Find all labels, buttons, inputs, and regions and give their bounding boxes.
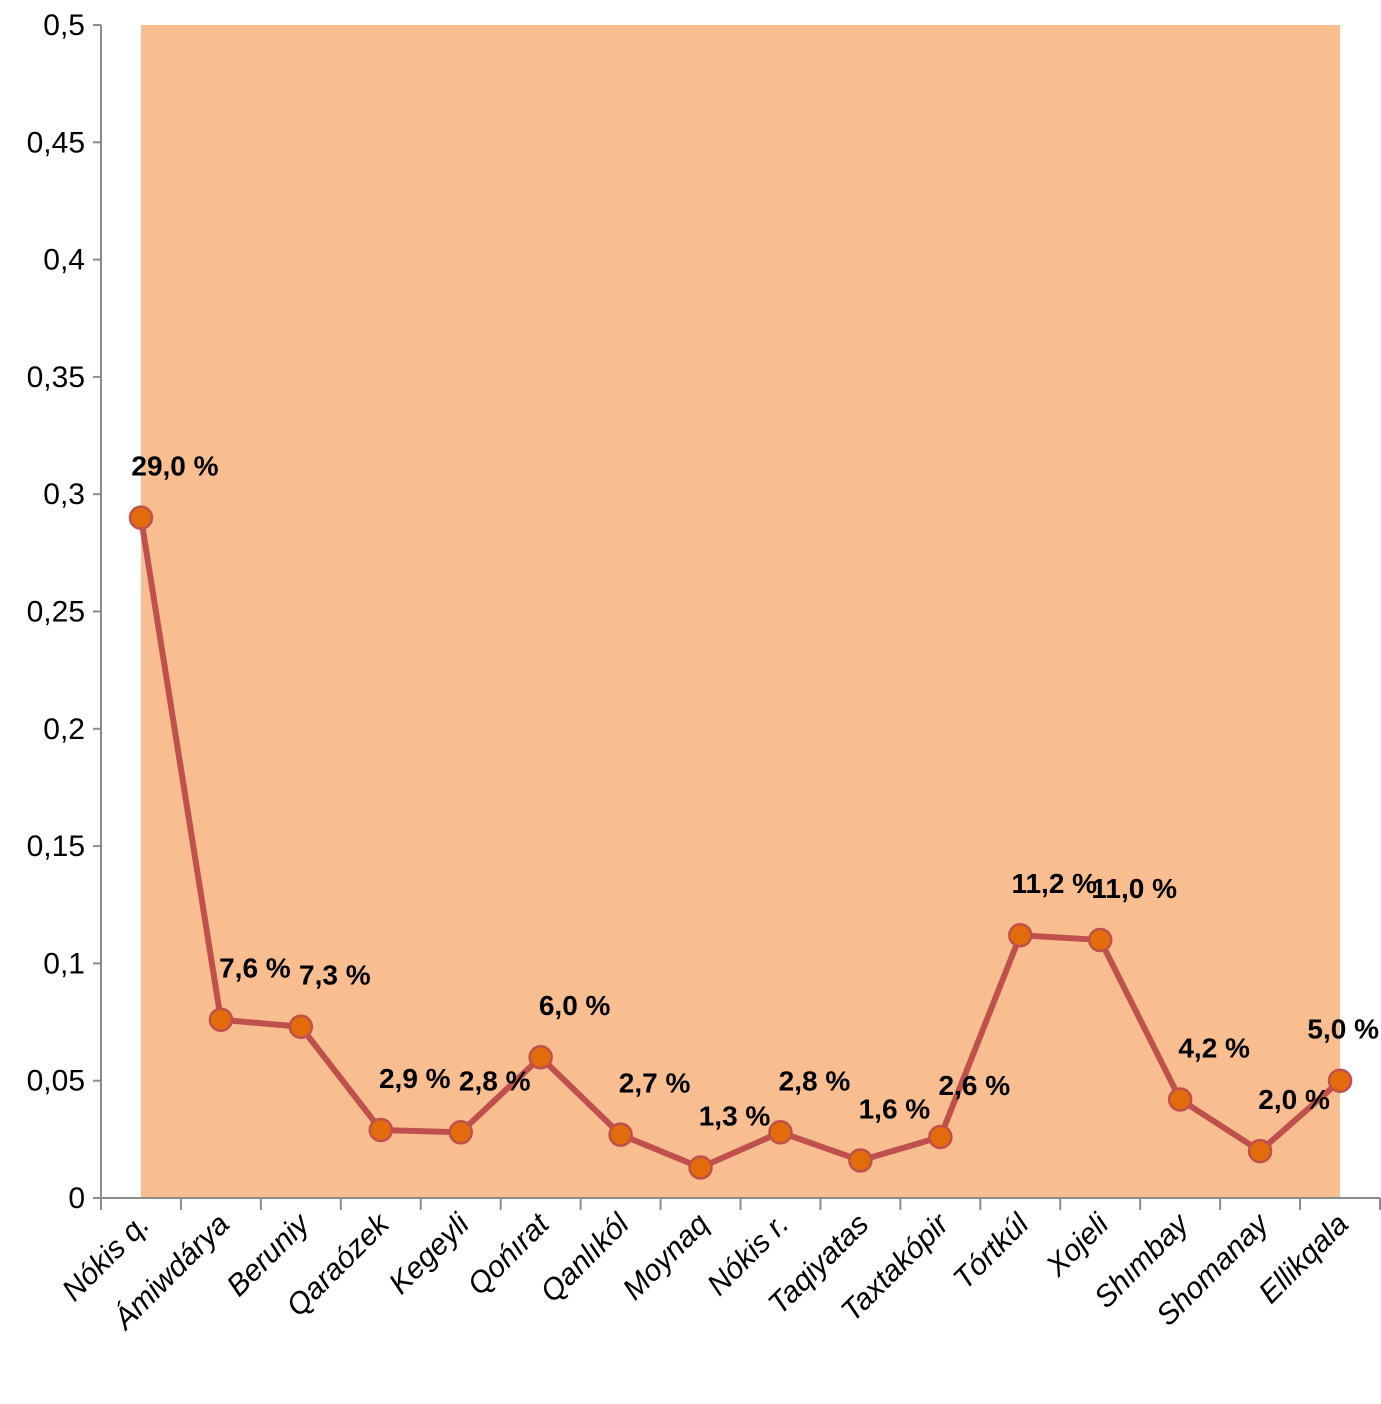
data-label: 7,3 % [299, 960, 371, 991]
y-tick-label: 0,1 [43, 947, 85, 980]
data-point [288, 1014, 314, 1039]
data-label: 1,3 % [699, 1101, 771, 1132]
data-point [928, 1124, 953, 1150]
y-tick-label: 0 [68, 1182, 85, 1215]
y-axis: 0 0,05 0,1 0,15 0,2 0,25 0,3 0,35 0,4 0,45 0,5 [27, 9, 102, 1215]
data-point [528, 1044, 553, 1070]
data-label: 7,6 % [219, 953, 291, 984]
plot-background [140, 25, 1341, 1198]
data-point [768, 1120, 793, 1145]
x-tick-label: Tórtkúl [947, 1207, 1036, 1296]
data-point [1008, 922, 1033, 948]
data-label: 4,2 % [1178, 1032, 1250, 1063]
data-point [208, 1007, 234, 1032]
y-tick-label: 0,05 [27, 1065, 85, 1098]
y-tick-label: 0,2 [43, 713, 85, 746]
data-label: 6,0 % [539, 990, 611, 1021]
data-point [1167, 1087, 1193, 1112]
data-label: 5,0 % [1307, 1014, 1379, 1045]
x-tick-label: Kegeyli [383, 1207, 477, 1301]
data-label: 2,6 % [939, 1070, 1011, 1101]
data-label: 2,8 % [779, 1065, 851, 1096]
data-labels: 29,0 % 7,6 % 7,3 % 2,9 % 2,8 % 6,0 % 2,7 % 1,3 … [131, 451, 1379, 1132]
data-point [448, 1120, 473, 1145]
y-tick-label: 0,4 [43, 244, 85, 277]
data-label: 2,9 % [379, 1063, 451, 1094]
data-label: 2,8 % [459, 1065, 531, 1096]
y-tick-label: 0,35 [27, 361, 85, 394]
data-point [1247, 1138, 1273, 1164]
y-tick-label: 0,45 [27, 126, 85, 159]
y-tick-label: 0,3 [43, 478, 85, 511]
y-tick-label: 0,15 [27, 830, 85, 863]
data-point [128, 505, 154, 530]
data-point [848, 1148, 873, 1173]
data-point [688, 1155, 713, 1180]
data-label: 29,0 % [131, 451, 218, 482]
data-label: 11,0 % [1091, 873, 1177, 904]
data-label: 1,6 % [859, 1093, 931, 1124]
data-point [1327, 1068, 1353, 1093]
data-label: 2,7 % [619, 1068, 691, 1099]
x-tick-label: Ellikqala [1253, 1208, 1355, 1310]
series-line-group [128, 505, 1353, 1180]
data-point [1087, 927, 1113, 953]
x-tick-label: Qanlıkól [534, 1207, 636, 1309]
x-tick-label: Xojeli [1039, 1207, 1116, 1284]
data-label: 11,2 % [1011, 868, 1097, 899]
data-point [368, 1117, 394, 1143]
y-tick-label: 0,25 [27, 596, 85, 629]
series-line [138, 517, 1343, 1171]
y-tick-label: 0,5 [43, 9, 85, 42]
x-axis: Nókis q.ÁmiwdáryaBeruniyQaraózekKegeyliQ… [56, 1197, 1381, 1337]
x-tick-label: Moynaq [617, 1207, 716, 1306]
data-point [608, 1122, 633, 1147]
data-label: 2,0 % [1258, 1084, 1330, 1115]
